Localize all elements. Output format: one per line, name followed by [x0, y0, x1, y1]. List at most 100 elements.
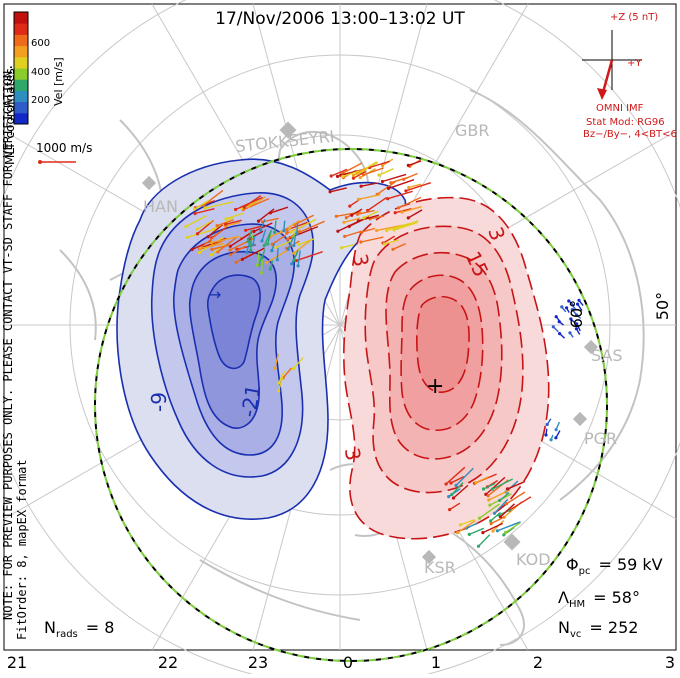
potential-min-marker: →: [208, 285, 221, 304]
velocity-vector: [491, 478, 514, 490]
lambda-hm-stat: ΛHM = 58°: [558, 588, 640, 610]
velocity-vector-origin: [195, 227, 199, 231]
velocity-vector: [229, 231, 253, 247]
negative-cell: [116, 158, 407, 520]
radar-label: PGR: [584, 429, 617, 448]
velocity-vector-origin: [407, 185, 411, 190]
velocity-vector-origin: [240, 257, 244, 261]
velocity-vector: [342, 162, 363, 174]
velocity-vector: [248, 196, 266, 208]
velocity-vector: [287, 236, 295, 250]
velocity-vector-origin: [495, 529, 499, 533]
velocity-vector: [388, 179, 415, 190]
velocity-vector-origin: [380, 164, 384, 168]
imf-conditions: Bz−/By−, 4<BT<6: [583, 129, 677, 140]
velocity-vector: [293, 249, 299, 261]
velocity-vector-origin: [474, 481, 478, 485]
velocity-vector-origin: [335, 174, 340, 178]
velocity-vector-origin: [476, 544, 481, 548]
velocity-vector-origin: [386, 197, 390, 201]
radar-marker: [572, 411, 588, 427]
velocity-vector-origin: [489, 519, 493, 523]
nvc-stat: Nvc = 252: [558, 618, 638, 640]
velocity-vector-origin: [574, 327, 579, 331]
velocity-vector-origin: [255, 263, 259, 267]
colorbar-ticks: 600 400 200: [31, 38, 50, 106]
velocity-vector-origin: [492, 511, 497, 515]
velocity-vector-origin: [355, 212, 360, 216]
velocity-vector: [475, 475, 490, 484]
velocity-vector: [245, 225, 262, 231]
velocity-vector-origin: [234, 207, 238, 212]
velocity-vector: [378, 168, 394, 176]
velocity-vector-origin: [554, 428, 558, 432]
colorbar-segment: [14, 56, 28, 69]
velocity-vector-origin: [268, 267, 272, 271]
reference-vector-dot: [38, 160, 42, 164]
velocity-vector: [490, 516, 506, 525]
velocity-vector-origin: [297, 242, 301, 247]
velocity-vector: [276, 247, 279, 260]
velocity-vector: [258, 208, 275, 222]
velocity-vector: [270, 227, 292, 238]
velocity-vector: [408, 183, 422, 189]
velocity-vector-origin: [277, 389, 281, 393]
velocity-vector: [369, 160, 390, 169]
velocity-vector: [401, 206, 422, 213]
velocity-vector: [274, 220, 277, 233]
velocity-vector-origin: [198, 246, 202, 250]
velocity-vector-origin: [209, 241, 213, 245]
imf-source: OMNI IMF: [596, 103, 644, 114]
velocity-vector-origin: [212, 227, 216, 231]
velocity-vector: [451, 482, 464, 495]
colorbar-tick-label: 200: [31, 95, 50, 106]
contour-label-positive: 3: [348, 252, 374, 269]
velocity-vector: [376, 181, 396, 195]
velocity-vector-origin: [203, 206, 207, 210]
velocity-vector-origin: [185, 235, 189, 239]
velocity-vector-origin: [328, 190, 332, 194]
velocity-vector: [203, 189, 224, 206]
velocity-vector: [260, 259, 264, 273]
velocity-vector: [330, 168, 348, 177]
mlt-tick-label: 2: [533, 653, 543, 672]
velocity-vector: [290, 218, 317, 233]
velocity-vector: [187, 229, 214, 238]
velocity-vector: [185, 215, 207, 228]
colorbar-segment: [14, 101, 28, 114]
imf-dial: [582, 30, 642, 100]
velocity-vector: [466, 522, 479, 529]
velocity-vector-origin: [291, 367, 295, 371]
velocity-vector: [278, 370, 286, 384]
velocity-vector-origin: [292, 251, 296, 255]
velocity-vector-origin: [560, 305, 564, 309]
velocity-vector: [298, 220, 325, 234]
velocity-vector: [387, 190, 413, 200]
velocity-vector: [408, 160, 422, 167]
colorbar-segment: [14, 23, 28, 35]
velocity-vector: [353, 167, 366, 177]
velocity-vector-origin: [296, 264, 300, 268]
velocity-vector: [267, 229, 272, 245]
velocity-vector-origin: [477, 516, 482, 520]
radar-label: KOD: [516, 550, 551, 569]
velocity-vector: [293, 235, 296, 246]
radar-label: SAS: [591, 346, 623, 365]
velocity-vector-origin: [351, 173, 355, 178]
velocity-vector: [225, 221, 241, 227]
velocity-vector: [271, 234, 287, 245]
velocity-vector: [296, 223, 299, 235]
positive-contour: [416, 295, 470, 393]
velocity-vector-origin: [467, 532, 471, 537]
positive-cell: [343, 196, 550, 540]
mlt-tick-label: 0: [343, 653, 353, 672]
velocity-vector-origin: [294, 259, 298, 263]
velocity-vector: [247, 229, 253, 242]
velocity-vector-origin: [350, 213, 354, 217]
velocity-vector: [392, 243, 406, 250]
coastline-asia: [199, 559, 361, 621]
velocity-vector: [270, 206, 289, 214]
velocity-vector: [207, 224, 224, 238]
velocity-vector-origin: [575, 322, 579, 326]
velocity-vector-origin: [489, 522, 493, 526]
